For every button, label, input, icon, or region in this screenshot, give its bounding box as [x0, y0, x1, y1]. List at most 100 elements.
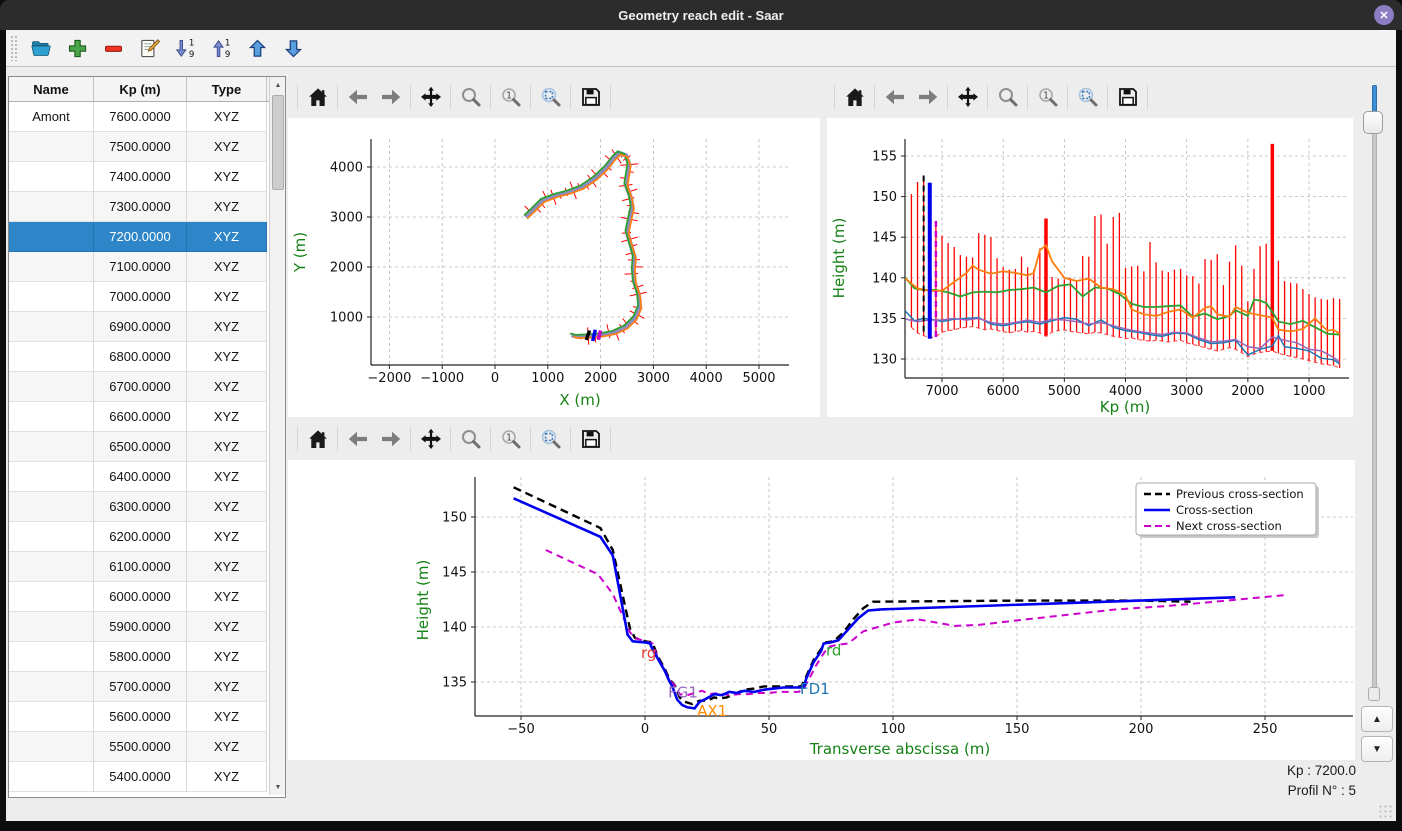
back-icon[interactable] [341, 424, 374, 454]
table-cell[interactable] [9, 732, 94, 762]
table-row[interactable]: 7200.0000 XYZ [9, 222, 285, 252]
table-cell[interactable]: XYZ [187, 642, 267, 672]
table-cell[interactable] [9, 162, 94, 192]
zoom-one-icon[interactable]: 1 [494, 424, 527, 454]
long-profile-canvas[interactable]: 7000 6000 5000 4000 3000 2000 1000 130 135 140 145… [827, 118, 1353, 417]
window-resize-grip[interactable] [1378, 804, 1394, 820]
table-cell[interactable]: XYZ [187, 222, 267, 252]
table-cell[interactable] [9, 612, 94, 642]
forward-icon[interactable] [374, 424, 407, 454]
table-cell[interactable]: 7100.0000 [94, 252, 187, 282]
save-icon[interactable] [1111, 82, 1144, 112]
table-cell[interactable] [9, 642, 94, 672]
remove-icon[interactable] [98, 34, 128, 62]
table-cell[interactable]: 7000.0000 [94, 282, 187, 312]
close-button[interactable]: ✕ [1374, 5, 1394, 25]
table-row[interactable]: 6200.0000 XYZ [9, 522, 285, 552]
table-row[interactable]: 5400.0000 XYZ [9, 762, 285, 792]
table-cell[interactable]: 6900.0000 [94, 312, 187, 342]
table-cell[interactable]: 6800.0000 [94, 342, 187, 372]
table-cell[interactable]: XYZ [187, 432, 267, 462]
zoom-icon[interactable] [454, 424, 487, 454]
table-row[interactable]: 6000.0000 XYZ [9, 582, 285, 612]
table-row[interactable]: 6700.0000 XYZ [9, 372, 285, 402]
table-cell[interactable]: 7200.0000 [94, 222, 187, 252]
table-row[interactable]: 5800.0000 XYZ [9, 642, 285, 672]
table-cell[interactable]: 5400.0000 [94, 762, 187, 792]
edit-icon[interactable] [134, 34, 164, 62]
table-cell[interactable]: 7500.0000 [94, 132, 187, 162]
table-row[interactable]: 6900.0000 XYZ [9, 312, 285, 342]
table-row[interactable]: 7000.0000 XYZ [9, 282, 285, 312]
table-cell[interactable]: 5700.0000 [94, 672, 187, 702]
table-cell[interactable] [9, 582, 94, 612]
table-cell[interactable]: Amont [9, 102, 94, 132]
pan-icon[interactable] [414, 82, 447, 112]
pan-icon[interactable] [414, 424, 447, 454]
table-row[interactable]: 7400.0000 XYZ [9, 162, 285, 192]
table-row[interactable]: 6600.0000 XYZ [9, 402, 285, 432]
table-cell[interactable]: 6400.0000 [94, 462, 187, 492]
table-cell[interactable]: 6700.0000 [94, 372, 187, 402]
section-slider-handle[interactable] [1363, 111, 1383, 134]
table-cell[interactable]: 7300.0000 [94, 192, 187, 222]
section-slider-groove[interactable] [1372, 85, 1377, 699]
table-cell[interactable]: XYZ [187, 282, 267, 312]
table-cell[interactable]: XYZ [187, 132, 267, 162]
table-row[interactable]: 7500.0000 XYZ [9, 132, 285, 162]
table-cell[interactable]: 7600.0000 [94, 102, 187, 132]
table-cell[interactable] [9, 312, 94, 342]
save-icon[interactable] [574, 82, 607, 112]
section-down-button[interactable]: ▼ [1361, 736, 1393, 762]
zoom-icon[interactable] [991, 82, 1024, 112]
home-icon[interactable] [301, 424, 334, 454]
section-up-button[interactable]: ▲ [1361, 706, 1393, 732]
scrollbar-thumb[interactable] [272, 95, 284, 190]
table-cell[interactable] [9, 372, 94, 402]
table-cell[interactable]: XYZ [187, 492, 267, 522]
open-folder-icon[interactable] [26, 34, 56, 62]
table-cell[interactable]: XYZ [187, 552, 267, 582]
table-cell[interactable]: XYZ [187, 702, 267, 732]
table-row[interactable]: 5700.0000 XYZ [9, 672, 285, 702]
table-cell[interactable] [9, 762, 94, 792]
forward-icon[interactable] [374, 82, 407, 112]
table-cell[interactable]: 6100.0000 [94, 552, 187, 582]
table-cell[interactable]: 5600.0000 [94, 702, 187, 732]
table-cell[interactable]: XYZ [187, 252, 267, 282]
table-cell[interactable] [9, 492, 94, 522]
table-cell[interactable]: XYZ [187, 462, 267, 492]
table-cell[interactable]: 5500.0000 [94, 732, 187, 762]
table-cell[interactable]: 7400.0000 [94, 162, 187, 192]
table-row[interactable]: Amont 7600.0000 XYZ [9, 102, 285, 132]
table-cell[interactable] [9, 402, 94, 432]
zoom-region-icon[interactable] [534, 424, 567, 454]
zoom-one-icon[interactable]: 1 [494, 82, 527, 112]
table-cell[interactable]: XYZ [187, 372, 267, 402]
move-up-icon[interactable] [242, 34, 272, 62]
table-row[interactable]: 7100.0000 XYZ [9, 252, 285, 282]
table-cell[interactable]: XYZ [187, 402, 267, 432]
back-icon[interactable] [878, 82, 911, 112]
table-cell[interactable] [9, 432, 94, 462]
table-cell[interactable]: XYZ [187, 342, 267, 372]
scroll-down-button[interactable]: ▼ [271, 780, 285, 794]
zoom-icon[interactable] [454, 82, 487, 112]
add-icon[interactable] [62, 34, 92, 62]
table-cell[interactable]: XYZ [187, 762, 267, 792]
table-cell[interactable] [9, 672, 94, 702]
table-cell[interactable]: 5900.0000 [94, 612, 187, 642]
home-icon[interactable] [838, 82, 871, 112]
table-cell[interactable]: XYZ [187, 582, 267, 612]
back-icon[interactable] [341, 82, 374, 112]
home-icon[interactable] [301, 82, 334, 112]
table-row[interactable]: 5600.0000 XYZ [9, 702, 285, 732]
table-cell[interactable] [9, 132, 94, 162]
table-row[interactable]: 7300.0000 XYZ [9, 192, 285, 222]
table-cell[interactable]: 6600.0000 [94, 402, 187, 432]
move-down-icon[interactable] [278, 34, 308, 62]
scroll-up-button[interactable]: ▲ [271, 78, 285, 92]
table-cell[interactable] [9, 702, 94, 732]
table-cell[interactable]: XYZ [187, 162, 267, 192]
